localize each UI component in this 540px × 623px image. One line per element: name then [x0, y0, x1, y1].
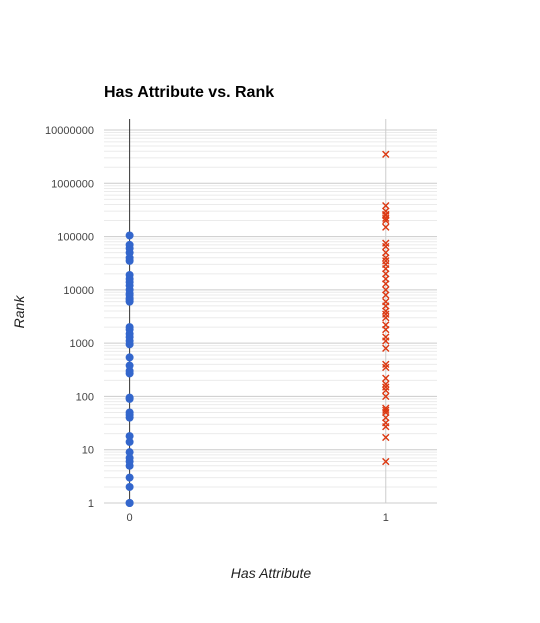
- data-point: [382, 333, 390, 341]
- data-point: [382, 363, 390, 372]
- tick-labels: 1 10 100 1000 10000 100000 1000000 10000000 0 1: [45, 125, 389, 524]
- y-tick-label: 1000000: [51, 178, 94, 190]
- data-point: [382, 248, 390, 257]
- y-axis-label: Rank: [11, 295, 27, 329]
- data-point: [382, 297, 390, 306]
- data-point: [382, 457, 390, 466]
- data-point: [382, 310, 390, 318]
- data-point: [125, 408, 134, 417]
- data-point: [382, 406, 390, 414]
- data-point: [125, 448, 134, 457]
- data-point: [382, 201, 390, 210]
- data-point: [382, 286, 390, 294]
- data-point: [125, 499, 134, 507]
- data-point: [382, 404, 390, 412]
- data-point: [382, 150, 390, 158]
- x-tick-label: 1: [383, 512, 389, 524]
- y-tick-label: 100000: [57, 232, 94, 244]
- data-point: [382, 223, 390, 231]
- data-point: [382, 321, 390, 329]
- data-point: [125, 432, 134, 441]
- data-point: [125, 231, 134, 240]
- y-tick-label: 100: [76, 391, 94, 403]
- x-axis-label: Has Attribute: [231, 565, 312, 581]
- data-point: [125, 367, 134, 376]
- data-point: [382, 380, 390, 388]
- grid-lines: [104, 129, 437, 504]
- data-point: [125, 361, 134, 370]
- data-point: [382, 344, 390, 353]
- data-point: [125, 482, 134, 491]
- x-tick-label: 0: [127, 512, 133, 524]
- data-point: [382, 360, 390, 369]
- data-point: [125, 437, 134, 446]
- data-point: [382, 257, 390, 265]
- data-point: [125, 453, 134, 462]
- data-series: [125, 150, 390, 507]
- data-point: [125, 271, 134, 280]
- y-tick-label: 1000: [70, 338, 94, 350]
- data-point: [382, 392, 390, 401]
- y-tick-label: 10000000: [45, 125, 94, 137]
- data-point: [125, 393, 134, 402]
- data-point: [125, 323, 134, 332]
- data-point: [382, 433, 390, 442]
- data-point: [382, 374, 390, 382]
- data-point: [125, 473, 134, 482]
- y-tick-label: 10000: [63, 285, 94, 297]
- y-tick-label: 10: [82, 445, 94, 457]
- data-point: [382, 207, 390, 215]
- data-point: [125, 240, 134, 249]
- data-point: [125, 353, 134, 362]
- data-point: [382, 383, 390, 391]
- data-point: [382, 239, 390, 247]
- chart-title: Has Attribute vs. Rank: [104, 84, 274, 101]
- y-tick-label: 1: [88, 498, 94, 510]
